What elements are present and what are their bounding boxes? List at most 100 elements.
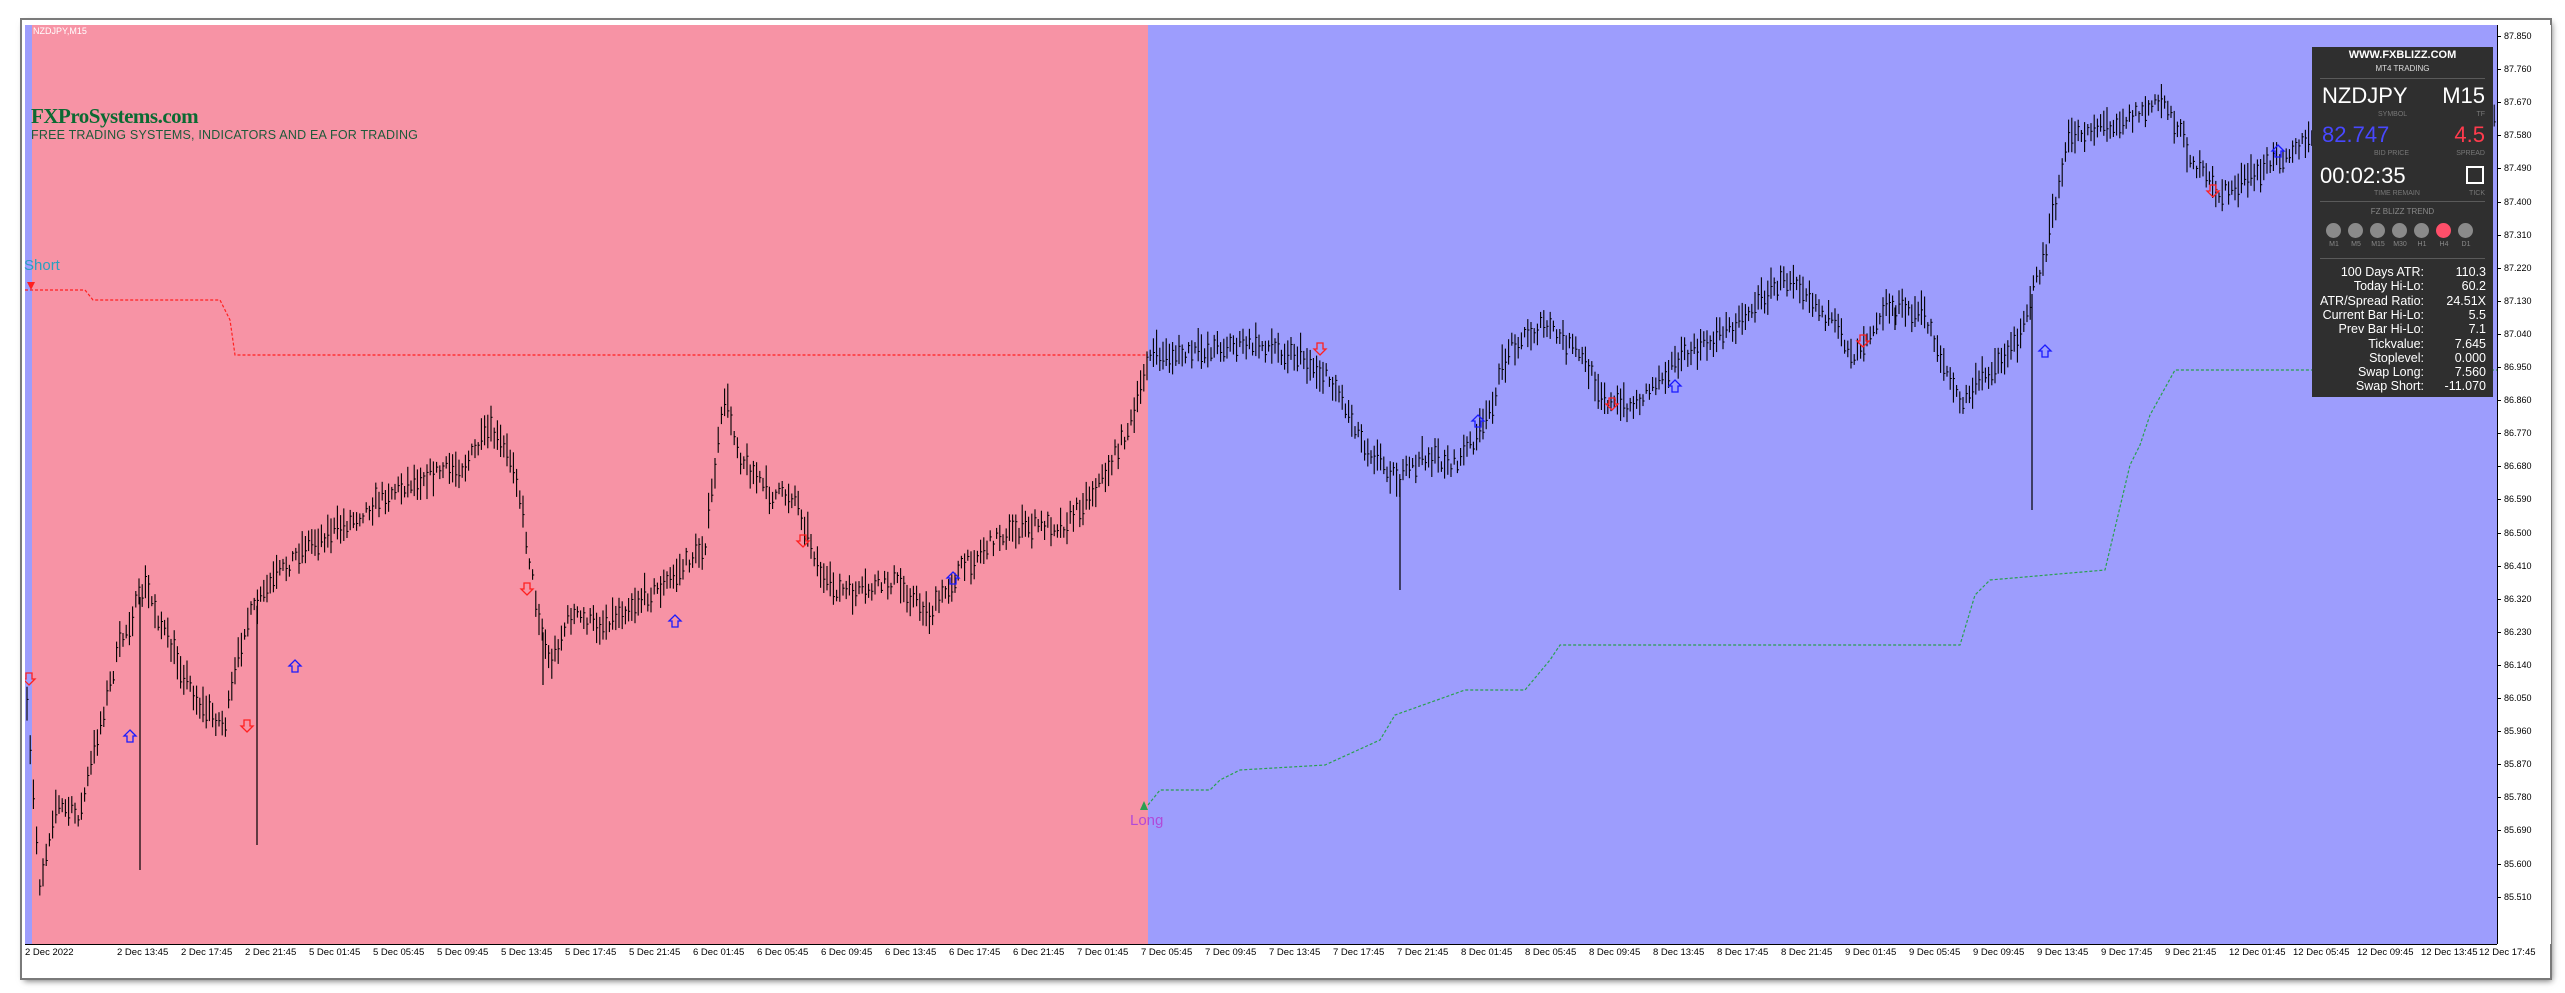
long-signal-label: Long <box>1130 812 1164 829</box>
panel-spread: 4.5 <box>2454 122 2485 147</box>
time-tick-label: 9 Dec 01:45 <box>1845 947 1897 958</box>
stat-row: 100 Days ATR: 110.3 <box>2318 265 2486 279</box>
time-tick-label: 12 Dec 05:45 <box>2293 947 2350 958</box>
time-tick-label: 5 Dec 01:45 <box>309 947 361 958</box>
panel-bid-price: 82.747 <box>2322 122 2390 147</box>
trend-dot-h4 <box>2436 223 2451 238</box>
price-tick-label: 86.230 <box>2497 626 2532 637</box>
stat-value: 60.2 <box>2461 279 2486 294</box>
trend-dot-m1 <box>2326 223 2341 238</box>
time-tick-label: 8 Dec 13:45 <box>1653 947 1705 958</box>
sell-arrow-icon <box>1312 342 1328 356</box>
signal-arrows <box>25 144 2286 810</box>
time-tick-label: 8 Dec 17:45 <box>1717 947 1769 958</box>
trend-dots: M1 M5 M15 M30 H1 H4 D1 <box>2326 223 2484 253</box>
trend-dot-label: M30 <box>2393 241 2407 248</box>
time-tick-label: 8 Dec 21:45 <box>1781 947 1833 958</box>
stat-row: Stoplevel: 0.000 <box>2318 351 2486 365</box>
price-tick-label: 86.770 <box>2497 428 2532 439</box>
time-tick-label: 6 Dec 13:45 <box>885 947 937 958</box>
stat-row: Prev Bar Hi-Lo: 7.1 <box>2318 322 2486 336</box>
time-tick-label: 7 Dec 21:45 <box>1397 947 1449 958</box>
time-tick-label: 7 Dec 09:45 <box>1205 947 1257 958</box>
buy-arrow-icon <box>1667 379 1683 393</box>
trend-dot-label: H4 <box>2439 241 2449 248</box>
price-axis[interactable]: 87.850 87.760 87.670 87.580 87.490 87.400 87.3… <box>2497 25 2551 944</box>
price-tick-label: 87.490 <box>2497 163 2532 174</box>
sell-arrow-icon <box>1855 334 1871 348</box>
short-entry-marker-icon <box>27 282 35 290</box>
stat-value: 7.560 <box>2454 365 2486 380</box>
chart-plot-area[interactable] <box>25 25 2497 944</box>
stat-label: Today Hi-Lo: <box>2353 279 2424 294</box>
trend-dot-m15 <box>2370 223 2385 238</box>
panel-subtitle: MT4 TRADING <box>2375 64 2430 73</box>
stat-label: Current Bar Hi-Lo: <box>2322 307 2424 322</box>
stat-label: Stoplevel: <box>2369 350 2424 365</box>
price-tick-label: 85.780 <box>2497 792 2532 803</box>
long-trailing-stop-line <box>1147 369 2497 806</box>
stat-value: 0.000 <box>2454 350 2486 365</box>
trend-dot-label: M1 <box>2329 241 2339 248</box>
price-tick-label: 85.960 <box>2497 726 2532 737</box>
time-tick-label: 6 Dec 17:45 <box>949 947 1001 958</box>
short-zone-background <box>25 25 1148 944</box>
time-tick-label: 9 Dec 09:45 <box>1973 947 2025 958</box>
panel-divider <box>2320 258 2485 259</box>
time-tick-label: 7 Dec 05:45 <box>1141 947 1193 958</box>
time-tick-label: 8 Dec 09:45 <box>1589 947 1641 958</box>
price-tick-label: 86.860 <box>2497 395 2532 406</box>
time-tick-label: 12 Dec 17:45 <box>2479 947 2536 958</box>
panel-timeframe: M15 <box>2442 83 2485 108</box>
stat-value: 7.1 <box>2468 322 2486 337</box>
time-axis[interactable]: 2 Dec 2022 2 Dec 13:45 2 Dec 17:45 2 Dec 21… <box>25 944 2536 961</box>
buy-arrow-icon <box>945 571 961 585</box>
price-tick-label: 86.140 <box>2497 659 2532 670</box>
time-tick-label: 12 Dec 13:45 <box>2421 947 2478 958</box>
time-tick-label: 9 Dec 13:45 <box>2037 947 2089 958</box>
time-tick-label: 9 Dec 05:45 <box>1909 947 1961 958</box>
buy-arrow-icon <box>2037 344 2053 358</box>
price-chart[interactable] <box>25 25 2497 944</box>
time-tick-label: 7 Dec 01:45 <box>1077 947 1129 958</box>
time-tick-label: 8 Dec 01:45 <box>1461 947 1513 958</box>
stat-label: 100 Days ATR: <box>2340 265 2424 279</box>
sell-arrow-icon <box>795 534 811 548</box>
stat-value: 7.645 <box>2454 336 2486 351</box>
stat-value: 24.51X <box>2446 293 2486 308</box>
trend-dot-h1 <box>2414 223 2429 238</box>
sell-arrow-icon <box>519 582 535 596</box>
short-trailing-stop-line <box>25 289 1148 356</box>
time-tick-label: 7 Dec 13:45 <box>1269 947 1321 958</box>
stat-row: Current Bar Hi-Lo: 5.5 <box>2318 308 2486 322</box>
trend-title: FZ BLIZZ TREND <box>2370 207 2435 216</box>
tick-square-icon <box>2466 166 2484 184</box>
time-tick-label: 7 Dec 17:45 <box>1333 947 1385 958</box>
buy-arrow-icon <box>667 614 683 628</box>
price-tick-label: 87.220 <box>2497 262 2532 273</box>
stop-lines <box>25 289 2497 806</box>
time-tick-label: 5 Dec 13:45 <box>501 947 553 958</box>
symbol-caption: SYMBOL <box>2378 111 2408 118</box>
time-tick-label: 6 Dec 09:45 <box>821 947 873 958</box>
time-tick-label: 12 Dec 01:45 <box>2229 947 2286 958</box>
price-tick-label: 86.410 <box>2497 560 2532 571</box>
price-tick-label: 86.950 <box>2497 362 2532 372</box>
panel-site-title: WWW.FXBLIZZ.COM <box>2348 49 2457 61</box>
time-tick-label: 5 Dec 09:45 <box>437 947 489 958</box>
price-tick-label: 87.670 <box>2497 97 2532 108</box>
price-tick-label: 85.510 <box>2497 891 2532 902</box>
panel-divider <box>2320 78 2485 79</box>
stat-value: 110.3 <box>2455 265 2486 279</box>
sell-arrow-icon <box>2205 184 2221 198</box>
stat-label: Swap Short: <box>2355 379 2424 394</box>
buy-arrow-icon <box>1470 414 1486 428</box>
stat-row: Swap Long: 7.560 <box>2318 365 2486 379</box>
price-tick-label: 87.400 <box>2497 196 2532 207</box>
time-tick-label: 2 Dec 13:45 <box>117 947 169 958</box>
time-tick-label: 5 Dec 05:45 <box>373 947 425 958</box>
stat-row: Swap Short: -11.070 <box>2318 379 2486 393</box>
stat-value: 5.5 <box>2468 307 2486 322</box>
price-tick-label: 85.870 <box>2497 759 2532 770</box>
price-tick-label: 87.580 <box>2497 130 2532 141</box>
